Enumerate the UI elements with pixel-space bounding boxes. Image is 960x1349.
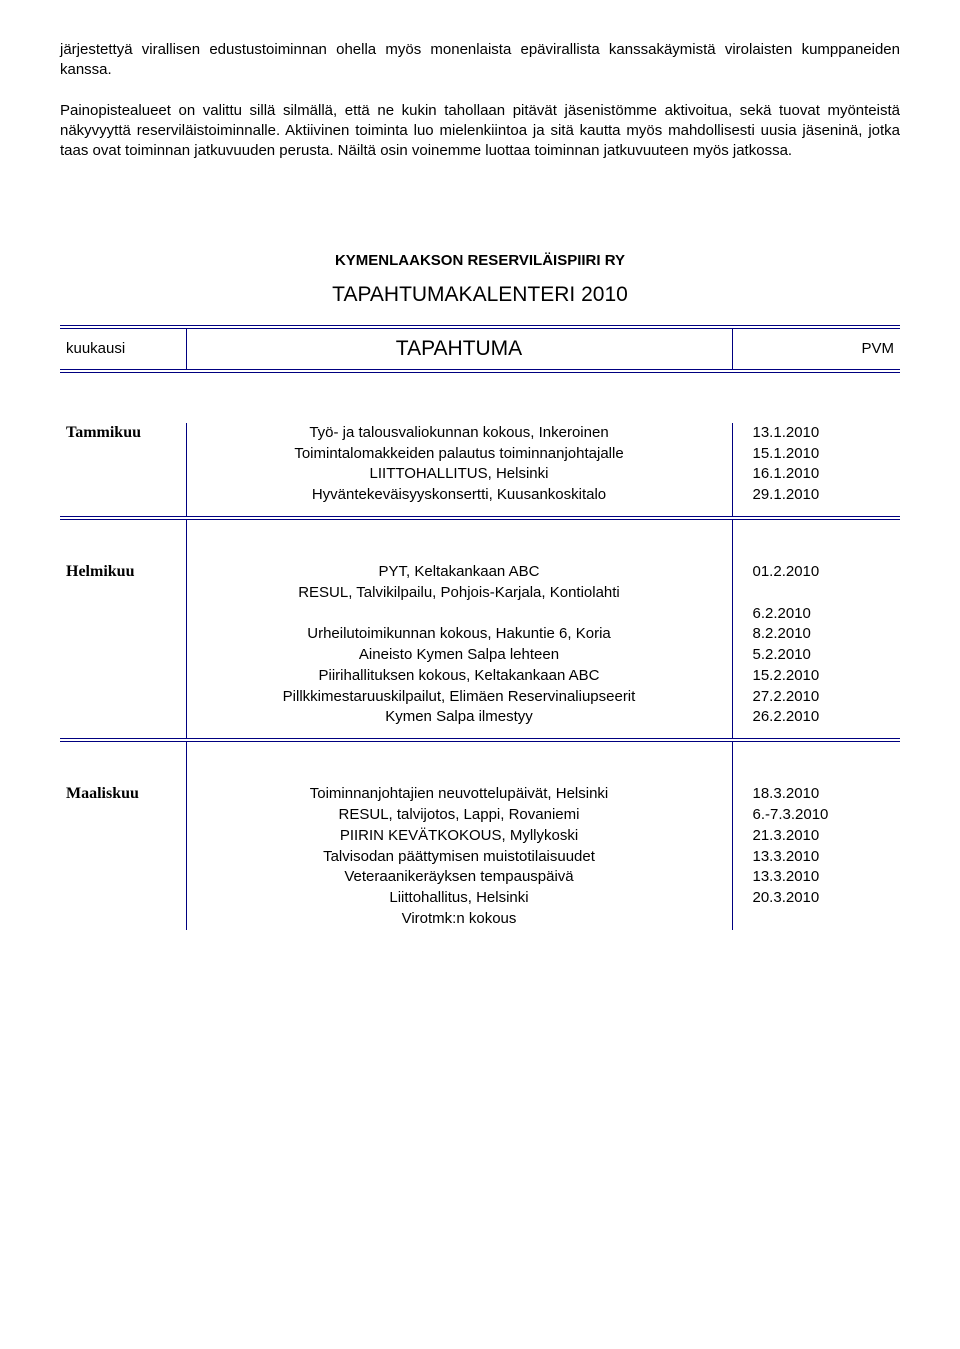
event-cell: Hyväntekeväisyyskonsertti, Kuusankoskita… — [186, 485, 732, 506]
month-cell — [60, 805, 186, 826]
month-cell — [60, 464, 186, 485]
event-cell: RESUL, talvijotos, Lappi, Rovaniemi — [186, 805, 732, 826]
event-cell: Toimintalomakkeiden palautus toiminnanjo… — [186, 444, 732, 465]
date-cell: 13.3.2010 — [732, 847, 900, 868]
month-cell — [60, 666, 186, 687]
calendar-body: TammikuuTyö- ja talousvaliokunnan kokous… — [60, 423, 900, 930]
table-row: Toimintalomakkeiden palautus toiminnanjo… — [60, 444, 900, 465]
date-cell — [732, 583, 900, 604]
event-cell: PIIRIN KEVÄTKOKOUS, Myllykoski — [186, 826, 732, 847]
table-row: TammikuuTyö- ja talousvaliokunnan kokous… — [60, 423, 900, 444]
table-row: Liittohallitus, Helsinki20.3.2010 — [60, 888, 900, 909]
event-cell: PYT, Keltakankaan ABC — [186, 562, 732, 583]
date-cell: 21.3.2010 — [732, 826, 900, 847]
month-cell — [60, 645, 186, 666]
event-cell: Aineisto Kymen Salpa lehteen — [186, 645, 732, 666]
month-cell — [60, 604, 186, 625]
date-cell: 20.3.2010 — [732, 888, 900, 909]
table-row: 6.2.2010 — [60, 604, 900, 625]
date-cell: 5.2.2010 — [732, 645, 900, 666]
table-row: MaaliskuuToiminnanjohtajien neuvottelupä… — [60, 784, 900, 805]
event-cell — [186, 604, 732, 625]
calendar-header-row: kuukausi TAPAHTUMA PVM — [60, 325, 900, 373]
table-row: RESUL, Talvikilpailu, Pohjois-Karjala, K… — [60, 583, 900, 604]
table-row: Talvisodan päättymisen muistotilaisuudet… — [60, 847, 900, 868]
event-cell: RESUL, Talvikilpailu, Pohjois-Karjala, K… — [186, 583, 732, 604]
table-row: LIITTOHALLITUS, Helsinki16.1.2010 — [60, 464, 900, 485]
table-row: Virotmk:n kokous — [60, 909, 900, 930]
event-cell: Talvisodan päättymisen muistotilaisuudet — [186, 847, 732, 868]
event-cell: Piirihallituksen kokous, Keltakankaan AB… — [186, 666, 732, 687]
month-cell — [60, 847, 186, 868]
separator-row — [60, 506, 900, 518]
month-cell — [60, 624, 186, 645]
date-cell — [732, 909, 900, 930]
table-row: Hyväntekeväisyyskonsertti, Kuusankoskita… — [60, 485, 900, 506]
date-cell: 29.1.2010 — [732, 485, 900, 506]
date-cell: 8.2.2010 — [732, 624, 900, 645]
date-cell: 13.3.2010 — [732, 867, 900, 888]
header-date: PVM — [732, 327, 900, 371]
table-row: Kymen Salpa ilmestyy26.2.2010 — [60, 707, 900, 728]
spacer-row — [60, 740, 900, 784]
calendar-title: TAPAHTUMAKALENTERI 2010 — [60, 283, 900, 307]
event-cell: Urheilutoimikunnan kokous, Hakuntie 6, K… — [186, 624, 732, 645]
org-title: KYMENLAAKSON RESERVILÄISPIIRI RY — [60, 252, 900, 269]
month-cell — [60, 583, 186, 604]
event-cell: LIITTOHALLITUS, Helsinki — [186, 464, 732, 485]
month-cell — [60, 707, 186, 728]
date-cell: 16.1.2010 — [732, 464, 900, 485]
table-row: Aineisto Kymen Salpa lehteen5.2.2010 — [60, 645, 900, 666]
event-cell: Kymen Salpa ilmestyy — [186, 707, 732, 728]
table-row: Piirihallituksen kokous, Keltakankaan AB… — [60, 666, 900, 687]
date-cell: 13.1.2010 — [732, 423, 900, 444]
table-row: RESUL, talvijotos, Lappi, Rovaniemi6.-7.… — [60, 805, 900, 826]
event-cell: Liittohallitus, Helsinki — [186, 888, 732, 909]
date-cell: 6.-7.3.2010 — [732, 805, 900, 826]
month-cell — [60, 867, 186, 888]
intro-paragraph: järjestettyä virallisen edustustoiminnan… — [60, 40, 900, 162]
event-cell: Veteraanikeräyksen tempauspäivä — [186, 867, 732, 888]
month-cell: Helmikuu — [60, 562, 186, 583]
month-cell — [60, 485, 186, 506]
month-cell — [60, 444, 186, 465]
spacer-row — [60, 518, 900, 562]
month-cell: Tammikuu — [60, 423, 186, 444]
month-cell — [60, 826, 186, 847]
date-cell: 6.2.2010 — [732, 604, 900, 625]
table-row: Pillkkimestaruuskilpailut, Elimäen Reser… — [60, 687, 900, 708]
event-cell: Pillkkimestaruuskilpailut, Elimäen Reser… — [186, 687, 732, 708]
month-cell — [60, 888, 186, 909]
date-cell: 15.1.2010 — [732, 444, 900, 465]
table-row: PIIRIN KEVÄTKOKOUS, Myllykoski21.3.2010 — [60, 826, 900, 847]
header-month: kuukausi — [60, 327, 186, 371]
event-cell: Työ- ja talousvaliokunnan kokous, Inkero… — [186, 423, 732, 444]
date-cell: 27.2.2010 — [732, 687, 900, 708]
month-cell — [60, 687, 186, 708]
date-cell: 15.2.2010 — [732, 666, 900, 687]
month-cell — [60, 909, 186, 930]
month-cell: Maaliskuu — [60, 784, 186, 805]
date-cell: 01.2.2010 — [732, 562, 900, 583]
table-row: Urheilutoimikunnan kokous, Hakuntie 6, K… — [60, 624, 900, 645]
date-cell: 18.3.2010 — [732, 784, 900, 805]
table-row: Veteraanikeräyksen tempauspäivä13.3.2010 — [60, 867, 900, 888]
event-cell: Toiminnanjohtajien neuvottelupäivät, Hel… — [186, 784, 732, 805]
event-cell: Virotmk:n kokous — [186, 909, 732, 930]
header-event: TAPAHTUMA — [186, 327, 732, 371]
table-row: HelmikuuPYT, Keltakankaan ABC01.2.2010 — [60, 562, 900, 583]
separator-row — [60, 728, 900, 740]
date-cell: 26.2.2010 — [732, 707, 900, 728]
